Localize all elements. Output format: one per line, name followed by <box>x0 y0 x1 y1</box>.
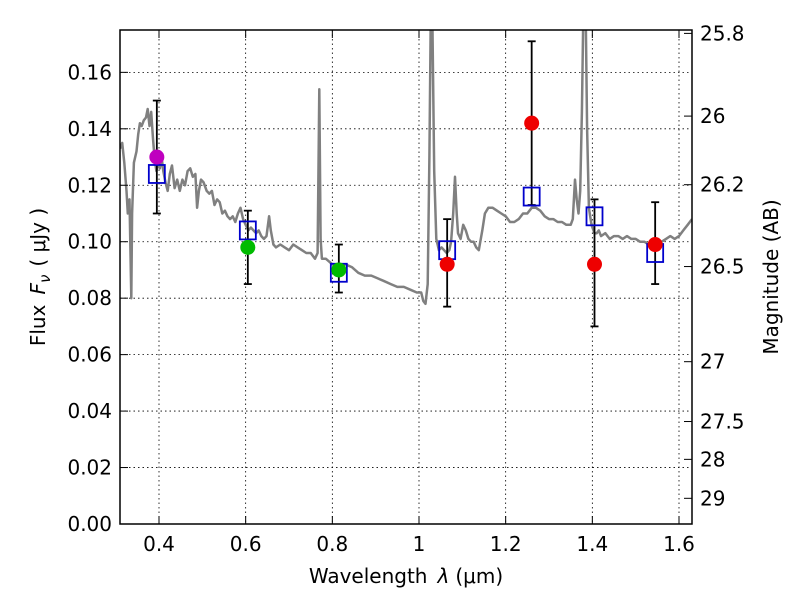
model-points <box>147 164 665 283</box>
axis-ticks: 0.4 0.6 0.8 1 1.2 1.4 1.6 0.00 0.02 0.04 0.06 0.08 0… <box>67 21 744 556</box>
spectrum-series <box>120 30 692 306</box>
model-box <box>238 220 257 241</box>
x-tick-label: 0.6 <box>230 532 262 556</box>
magnitude-tick-label: 29 <box>700 486 725 510</box>
x-axis-label: Wavelength λ (μm) <box>309 564 503 588</box>
magnitude-tick-label: 26 <box>700 104 725 128</box>
magnitude-tick-label: 28 <box>700 447 725 471</box>
observed-point <box>587 256 602 272</box>
y-tick-label: 0.12 <box>67 173 112 197</box>
spectrum-line <box>120 30 692 306</box>
model-box <box>147 164 166 184</box>
y-tick-label: 0.02 <box>67 456 112 480</box>
y-tick-label: 0.06 <box>67 343 112 367</box>
x-tick-label: 0.8 <box>316 532 348 556</box>
y-tick-label: 0.16 <box>67 60 112 84</box>
x-tick-label: 1.2 <box>490 532 522 556</box>
x-tick-label: 1 <box>413 532 426 556</box>
y-axis-label: FluxFν( μJy ) <box>26 208 54 346</box>
x-tick-label: 0.4 <box>143 532 175 556</box>
magnitude-tick-label: 26.5 <box>700 255 745 279</box>
observed-point <box>439 256 455 272</box>
error-bars <box>152 40 660 328</box>
magnitude-tick-label: 27 <box>700 350 725 374</box>
y2-axis-label: Magnitude (AB) <box>759 199 783 354</box>
y-tick-label: 0.08 <box>67 286 112 310</box>
observed-points <box>149 115 663 278</box>
observed-point <box>524 115 540 131</box>
magnitude-tick-label: 26.2 <box>700 173 745 197</box>
model-box <box>522 186 541 207</box>
magnitude-tick-label: 25.8 <box>700 21 745 45</box>
magnitude-tick-label: 27.5 <box>700 410 745 434</box>
grid-lines <box>120 30 692 525</box>
y-tick-label: 0.04 <box>67 399 112 423</box>
observed-point <box>149 149 165 165</box>
plot-frame <box>119 29 693 525</box>
y-tick-label: 0.14 <box>67 117 112 141</box>
observed-point <box>647 237 663 253</box>
x-tick-label: 1.6 <box>663 532 695 556</box>
y-tick-label: 0.10 <box>67 230 112 254</box>
observed-point <box>331 262 347 278</box>
model-box <box>585 206 604 227</box>
x-tick-label: 1.4 <box>576 532 608 556</box>
y-tick-label: 0.00 <box>67 512 112 536</box>
observed-point <box>240 239 256 255</box>
